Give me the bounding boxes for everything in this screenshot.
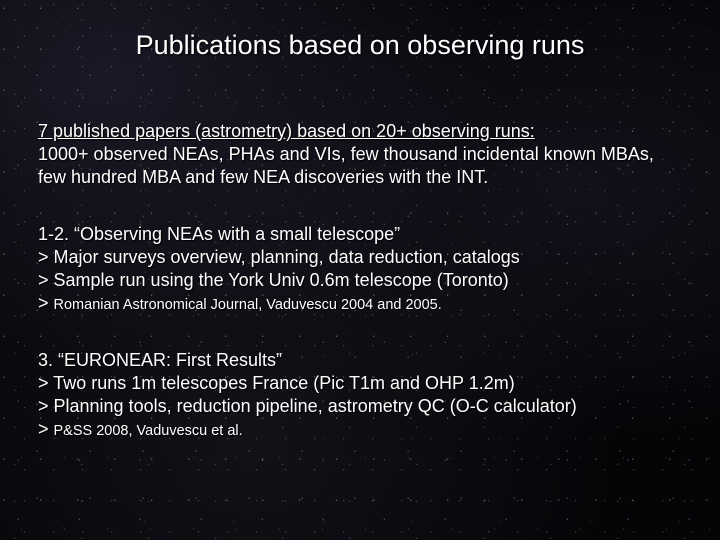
publication-block-1: 1-2. “Observing NEAs with a small telesc… bbox=[38, 223, 680, 315]
publication-block-2: 3. “EURONEAR: First Results” > Two runs … bbox=[38, 349, 680, 441]
pub2-heading: 3. “EURONEAR: First Results” bbox=[38, 349, 680, 372]
pub2-reference-line: > P&SS 2008, Vaduvescu et al. bbox=[38, 418, 680, 441]
intro-detail: 1000+ observed NEAs, PHAs and VIs, few t… bbox=[38, 143, 680, 189]
slide: Publications based on observing runs 7 p… bbox=[0, 0, 720, 540]
slide-title: Publications based on observing runs bbox=[0, 30, 720, 61]
pub2-bullet-2: > Planning tools, reduction pipeline, as… bbox=[38, 395, 680, 418]
pub1-bullet-2: > Sample run using the York Univ 0.6m te… bbox=[38, 269, 680, 292]
pub1-heading: 1-2. “Observing NEAs with a small telesc… bbox=[38, 223, 680, 246]
intro-headline: 7 published papers (astrometry) based on… bbox=[38, 120, 680, 143]
pub2-bullet-1: > Two runs 1m telescopes France (Pic T1m… bbox=[38, 372, 680, 395]
slide-body: 7 published papers (astrometry) based on… bbox=[38, 120, 680, 475]
pub1-reference: Romanian Astronomical Journal, Vaduvescu… bbox=[54, 297, 442, 313]
pub1-bullet-1: > Major surveys overview, planning, data… bbox=[38, 246, 680, 269]
pub1-ref-prefix: > bbox=[38, 293, 54, 313]
intro-block: 7 published papers (astrometry) based on… bbox=[38, 120, 680, 189]
pub2-reference: P&SS 2008, Vaduvescu et al. bbox=[54, 423, 243, 439]
pub2-ref-prefix: > bbox=[38, 419, 54, 439]
pub1-reference-line: > Romanian Astronomical Journal, Vaduves… bbox=[38, 292, 680, 315]
